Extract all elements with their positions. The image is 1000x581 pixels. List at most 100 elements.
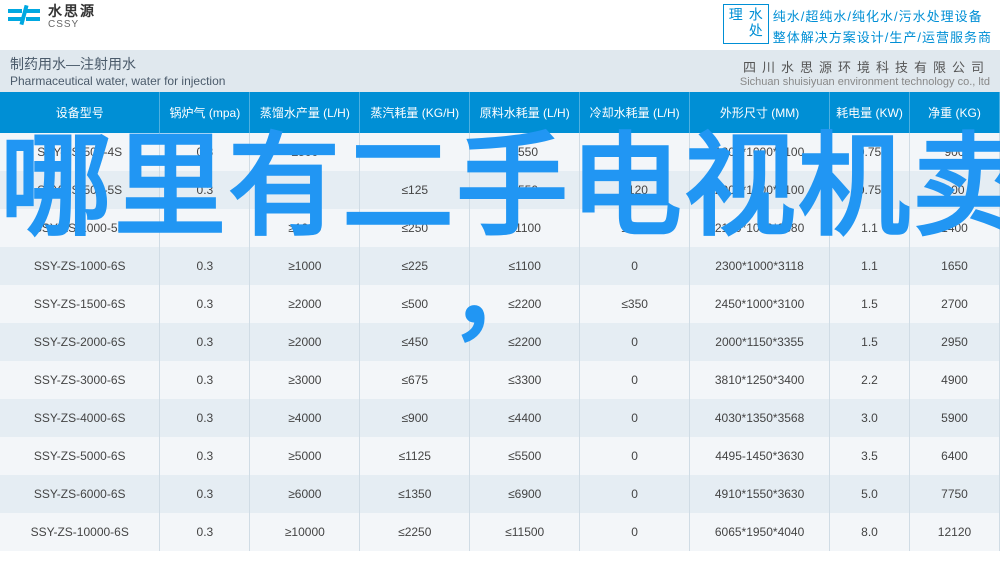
table-header-cell: 设备型号	[0, 92, 160, 133]
logo-cn: 水思源	[48, 4, 96, 19]
table-cell: ≤1100	[470, 247, 580, 285]
table-cell: ≤550	[470, 133, 580, 171]
table-cell: 2100*1000*3380	[690, 209, 830, 247]
table-cell: 12120	[909, 513, 999, 551]
table-cell: ≤150	[360, 133, 470, 171]
table-cell: ≤900	[360, 399, 470, 437]
table-cell: ≥500	[250, 171, 360, 209]
table-cell: ≤1125	[360, 437, 470, 475]
table-cell: 4900	[909, 361, 999, 399]
table-cell: 3.0	[830, 399, 910, 437]
company-en: Sichuan shuisiyuan environment technolog…	[740, 76, 990, 88]
table-cell: 0.3	[160, 513, 250, 551]
table-cell: 2700	[909, 285, 999, 323]
table-row: SSY-ZS-10000-6S0.3≥10000≤2250≤1150006065…	[0, 513, 1000, 551]
table-row: SSY-ZS-6000-6S0.3≥6000≤1350≤690004910*15…	[0, 475, 1000, 513]
table-row: SSY-ZS-5000-6S0.3≥5000≤1125≤550004495-14…	[0, 437, 1000, 475]
table-cell: 5900	[909, 399, 999, 437]
logo-icon	[8, 5, 42, 29]
table-cell: SSY-ZS-6000-6S	[0, 475, 160, 513]
table-cell: ≤2250	[360, 513, 470, 551]
table-cell: 0.3	[160, 285, 250, 323]
table-cell: 7750	[909, 475, 999, 513]
table-cell: ≤3300	[470, 361, 580, 399]
table-cell: 2000*1000*3100	[690, 171, 830, 209]
table-cell: 6065*1950*4040	[690, 513, 830, 551]
top-right-line2: 整体解决方案设计/生产/运营服务商	[773, 27, 992, 46]
table-cell: ≤11500	[470, 513, 580, 551]
table-cell: 0	[580, 475, 690, 513]
table-cell: SSY-ZS-10000-6S	[0, 513, 160, 551]
table-cell: ≥1000	[250, 209, 360, 247]
table-body: SSY-ZS-500-4S0.3≥500≤150≤550≤3001800*100…	[0, 133, 1000, 551]
table-cell: ≥4000	[250, 399, 360, 437]
table-cell: ≤225	[360, 247, 470, 285]
table-header-row: 设备型号锅炉气 (mpa)蒸馏水产量 (L/H)蒸汽耗量 (KG/H)原料水耗量…	[0, 92, 1000, 133]
table-cell: ≤450	[360, 323, 470, 361]
company-cn: 四川水思源环境科技有限公司	[740, 57, 990, 76]
table-cell: ≥10000	[250, 513, 360, 551]
table-cell: 0.3	[160, 437, 250, 475]
table-cell: ≥2000	[250, 323, 360, 361]
table-cell: 2450*1000*3100	[690, 285, 830, 323]
table-cell: SSY-ZS-4000-6S	[0, 399, 160, 437]
table-cell: ≤675	[360, 361, 470, 399]
table-cell: 100	[909, 171, 999, 209]
table-header-cell: 蒸汽耗量 (KG/H)	[360, 92, 470, 133]
table-cell: ≥500	[250, 133, 360, 171]
table-cell: 0.3	[160, 399, 250, 437]
table-cell: ≥6000	[250, 475, 360, 513]
table-cell: 3810*1250*3400	[690, 361, 830, 399]
table-header-cell: 耗电量 (KW)	[830, 92, 910, 133]
table-cell: 0.3	[160, 133, 250, 171]
table-row: SSY-ZS-500-4S0.3≥500≤150≤550≤3001800*100…	[0, 133, 1000, 171]
table-header-cell: 净重 (KG)	[909, 92, 999, 133]
table-cell: ≤2200	[470, 323, 580, 361]
table-cell: 0.3	[160, 247, 250, 285]
table-header-cell: 原料水耗量 (L/H)	[470, 92, 580, 133]
logo-text: 水思源 CSSY	[48, 4, 96, 30]
table-cell: 1.5	[830, 285, 910, 323]
table-cell: SSY-ZS-1000-6S	[0, 247, 160, 285]
table-cell: SSY-ZS-1000-5S	[0, 209, 160, 247]
table-cell: 5.0	[830, 475, 910, 513]
table-cell: ≤500	[360, 285, 470, 323]
table-row: SSY-ZS-1000-6S0.3≥1000≤225≤110002300*100…	[0, 247, 1000, 285]
table-cell: 0.3	[160, 323, 250, 361]
table-cell: 0.3	[160, 361, 250, 399]
table-row: SSY-ZS-1000-5S0.3≥1000≤250≤1100≤1502100*…	[0, 209, 1000, 247]
table-cell: ≤1100	[470, 209, 580, 247]
table-cell: SSY-ZS-1500-6S	[0, 285, 160, 323]
table-cell: 0	[580, 437, 690, 475]
table-cell: ≤2200	[470, 285, 580, 323]
table-cell: 1800*1000*3100	[690, 133, 830, 171]
table-cell: 0.75	[830, 133, 910, 171]
table-cell: 6400	[909, 437, 999, 475]
table-cell: ≥3000	[250, 361, 360, 399]
top-right-block: 水处理 纯水/超纯水/纯化水/污水处理设备 整体解决方案设计/生产/运营服务商	[723, 4, 992, 46]
table-cell: 0	[580, 323, 690, 361]
subheader: 制药用水—注射用水 Pharmaceutical water, water fo…	[0, 50, 1000, 92]
table-row: SSY-ZS-1500-6S0.3≥2000≤500≤2200≤3502450*…	[0, 285, 1000, 323]
table-cell: 2950	[909, 323, 999, 361]
table-cell: 2300*1000*3118	[690, 247, 830, 285]
table-cell: 0.75	[830, 171, 910, 209]
table-cell: SSY-ZS-2000-6S	[0, 323, 160, 361]
table-cell: 8.0	[830, 513, 910, 551]
table-cell: 1.1	[830, 247, 910, 285]
table-cell: ≤1350	[360, 475, 470, 513]
table-cell: ≥5000	[250, 437, 360, 475]
table-cell: 1400	[909, 209, 999, 247]
table-cell: ≤5500	[470, 437, 580, 475]
table-cell: 2.2	[830, 361, 910, 399]
table-cell: ≤150	[580, 209, 690, 247]
table-row: SSY-ZS-2000-6S0.3≥2000≤450≤220002000*115…	[0, 323, 1000, 361]
table-cell: 2000*1150*3355	[690, 323, 830, 361]
subheader-left: 制药用水—注射用水 Pharmaceutical water, water fo…	[10, 54, 225, 88]
table-header-cell: 冷却水耗量 (L/H)	[580, 92, 690, 133]
table-cell: SSY-ZS-500-4S	[0, 133, 160, 171]
table-cell: 0	[580, 247, 690, 285]
table-cell: ≤120	[580, 171, 690, 209]
table-cell: 3.5	[830, 437, 910, 475]
table-cell: 900	[909, 133, 999, 171]
